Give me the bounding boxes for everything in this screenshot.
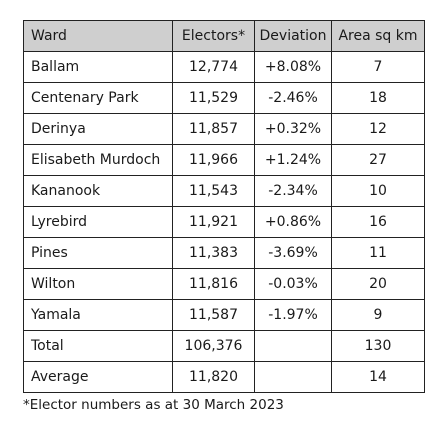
table-row: Kananook 11,543 -2.34% 10 <box>23 175 425 207</box>
table-row: Ballam 12,774 +8.08% 7 <box>23 51 425 83</box>
cell-ward: Derinya <box>23 113 173 145</box>
cell-ward: Pines <box>23 237 173 269</box>
table-row: Wilton 11,816 -0.03% 20 <box>23 268 425 300</box>
cell-ward: Lyrebird <box>23 206 173 238</box>
ward-table: Ward Electors* Deviation Area sq km Ball… <box>23 20 425 393</box>
table-row: Pines 11,383 -3.69% 11 <box>23 237 425 269</box>
cell-deviation: +0.32% <box>254 113 332 145</box>
cell-electors: 11,816 <box>172 268 255 300</box>
table-body: Ballam 12,774 +8.08% 7 Centenary Park 11… <box>23 51 425 393</box>
cell-ward: Kananook <box>23 175 173 207</box>
cell-area: 130 <box>331 330 425 362</box>
cell-area: 20 <box>331 268 425 300</box>
cell-deviation: +1.24% <box>254 144 332 176</box>
cell-electors: 11,587 <box>172 299 255 331</box>
cell-electors: 11,529 <box>172 82 255 114</box>
cell-area: 14 <box>331 361 425 393</box>
cell-deviation <box>254 330 332 362</box>
cell-deviation: -1.97% <box>254 299 332 331</box>
cell-area: 7 <box>331 51 425 83</box>
header-ward: Ward <box>23 20 173 52</box>
cell-area: 9 <box>331 299 425 331</box>
header-electors: Electors* <box>172 20 255 52</box>
cell-ward: Wilton <box>23 268 173 300</box>
cell-deviation: -0.03% <box>254 268 332 300</box>
cell-electors: 106,376 <box>172 330 255 362</box>
cell-electors: 11,820 <box>172 361 255 393</box>
cell-deviation: +8.08% <box>254 51 332 83</box>
cell-ward: Yamala <box>23 299 173 331</box>
cell-electors: 12,774 <box>172 51 255 83</box>
header-row: Ward Electors* Deviation Area sq km <box>23 20 425 52</box>
total-row: Total 106,376 130 <box>23 330 425 362</box>
cell-area: 16 <box>331 206 425 238</box>
cell-ward: Ballam <box>23 51 173 83</box>
table-row: Derinya 11,857 +0.32% 12 <box>23 113 425 145</box>
cell-area: 18 <box>331 82 425 114</box>
cell-deviation: +0.86% <box>254 206 332 238</box>
cell-electors: 11,857 <box>172 113 255 145</box>
footnote: *Elector numbers as at 30 March 2023 <box>23 397 284 413</box>
average-row: Average 11,820 14 <box>23 361 425 393</box>
cell-electors: 11,921 <box>172 206 255 238</box>
cell-electors: 11,383 <box>172 237 255 269</box>
cell-ward: Centenary Park <box>23 82 173 114</box>
table-row: Yamala 11,587 -1.97% 9 <box>23 299 425 331</box>
cell-electors: 11,543 <box>172 175 255 207</box>
table-row: Elisabeth Murdoch 11,966 +1.24% 27 <box>23 144 425 176</box>
cell-area: 10 <box>331 175 425 207</box>
cell-deviation: -2.46% <box>254 82 332 114</box>
cell-electors: 11,966 <box>172 144 255 176</box>
cell-area: 12 <box>331 113 425 145</box>
table-header: Ward Electors* Deviation Area sq km <box>23 20 425 52</box>
cell-deviation: -3.69% <box>254 237 332 269</box>
cell-ward: Total <box>23 330 173 362</box>
table-row: Lyrebird 11,921 +0.86% 16 <box>23 206 425 238</box>
header-deviation: Deviation <box>254 20 332 52</box>
cell-ward: Elisabeth Murdoch <box>23 144 173 176</box>
header-area: Area sq km <box>331 20 425 52</box>
cell-ward: Average <box>23 361 173 393</box>
cell-deviation <box>254 361 332 393</box>
cell-area: 27 <box>331 144 425 176</box>
table-row: Centenary Park 11,529 -2.46% 18 <box>23 82 425 114</box>
cell-area: 11 <box>331 237 425 269</box>
cell-deviation: -2.34% <box>254 175 332 207</box>
